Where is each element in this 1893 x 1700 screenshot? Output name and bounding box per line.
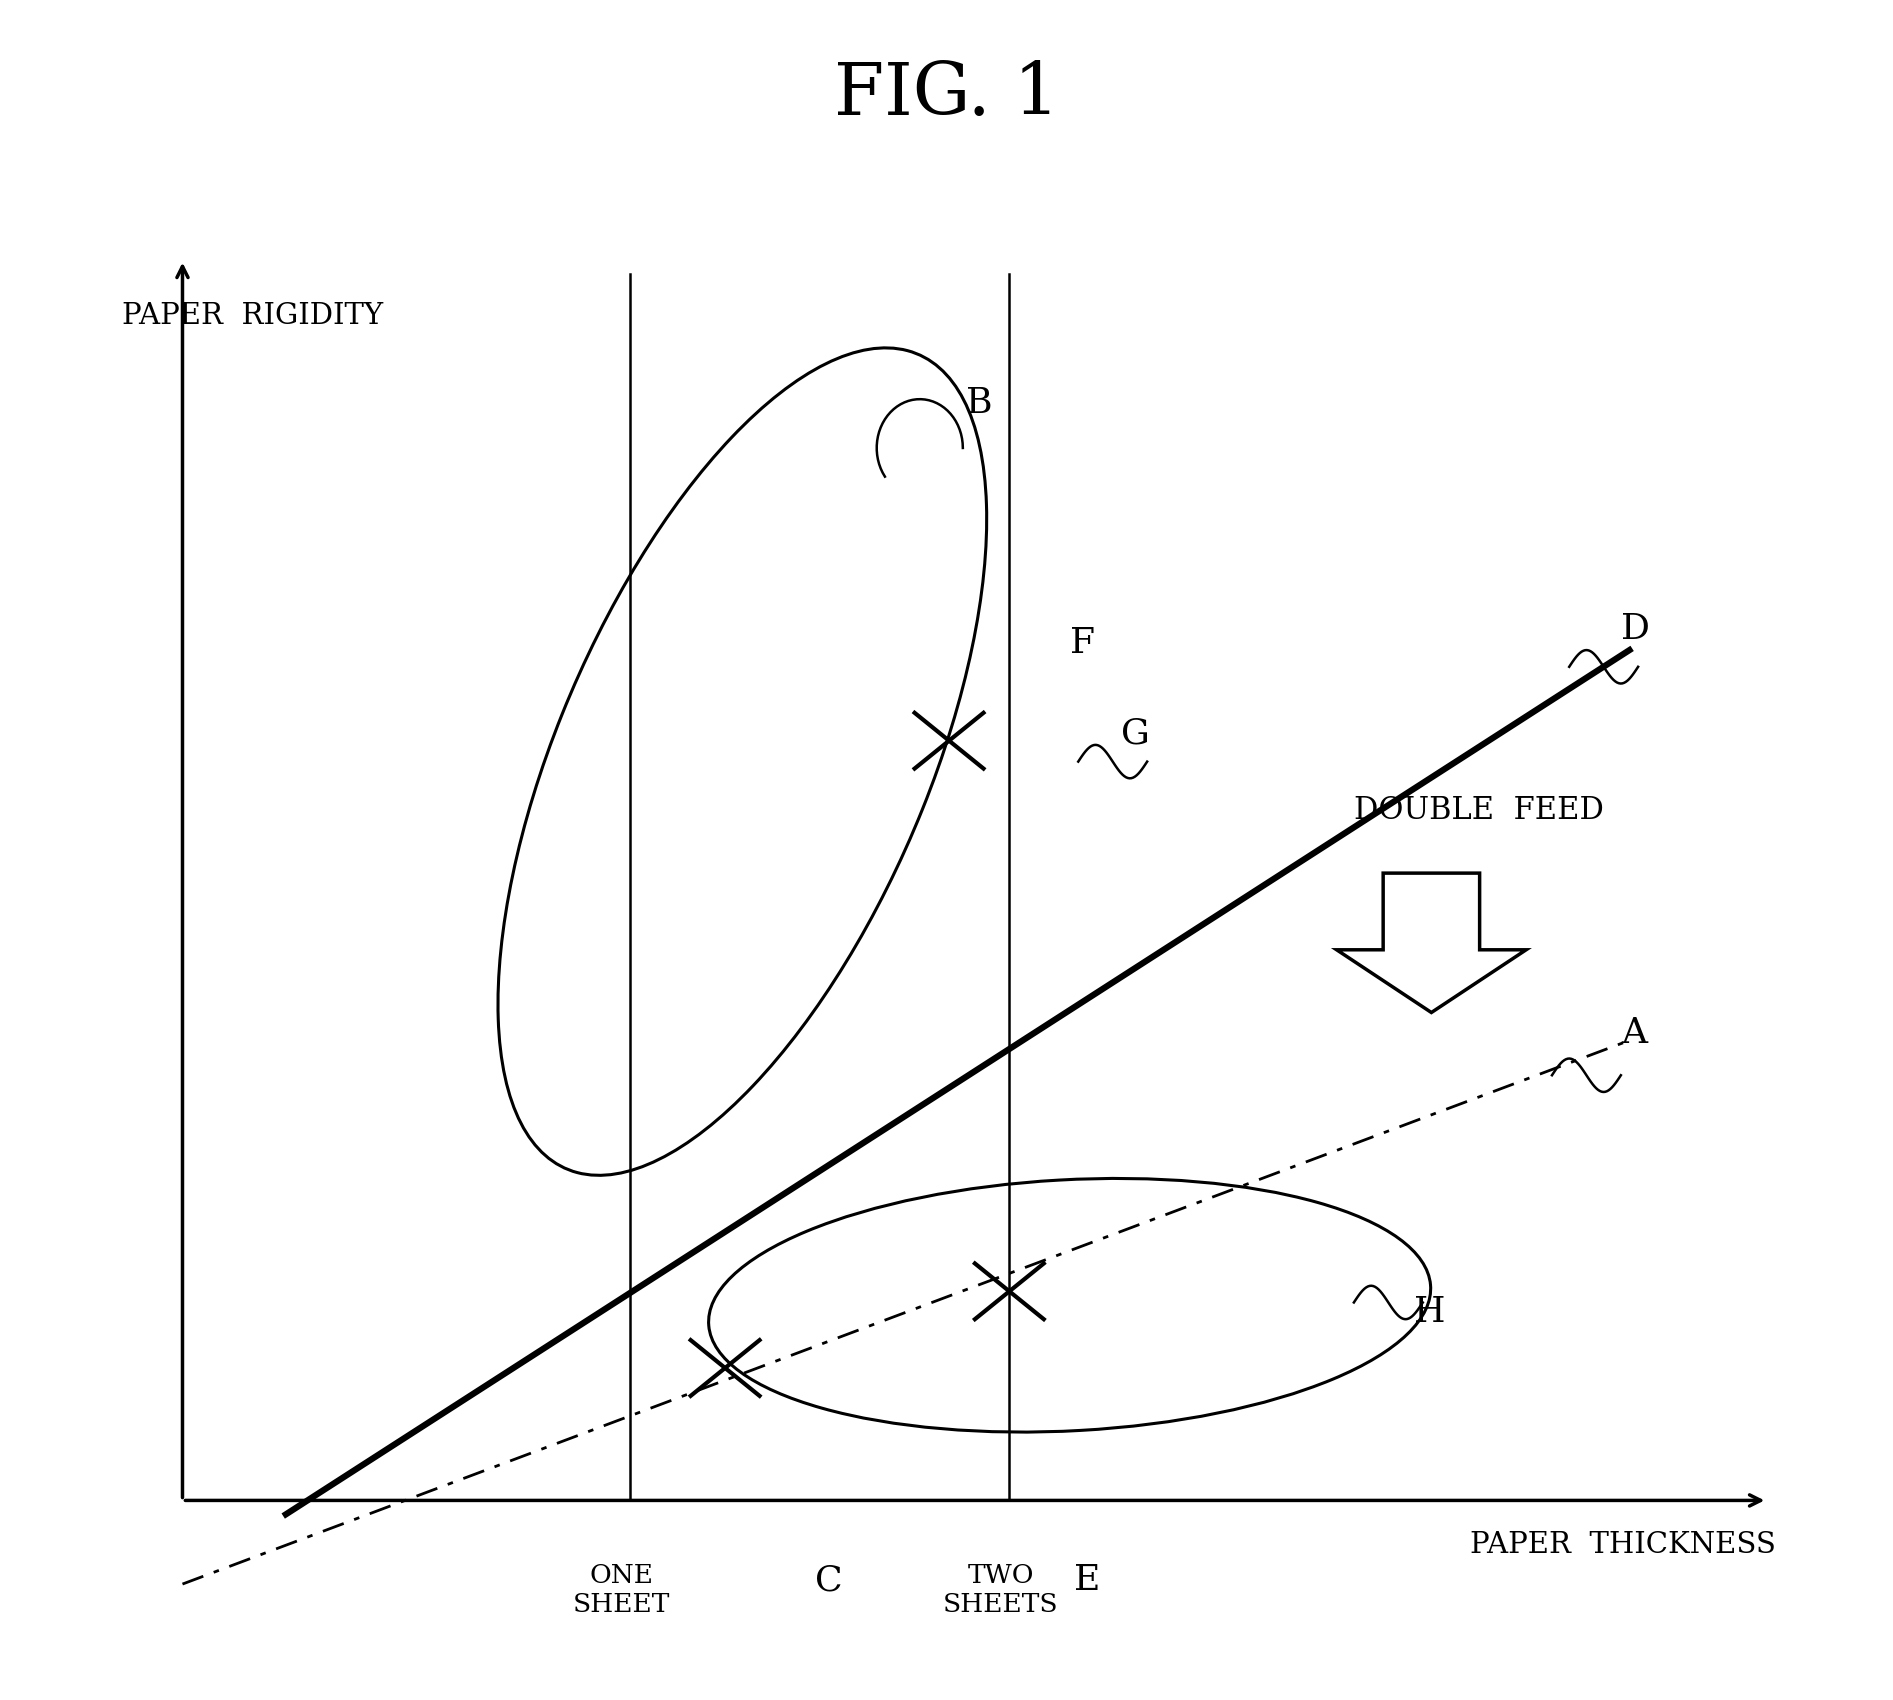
Text: C: C bbox=[814, 1564, 842, 1598]
Text: FIG. 1: FIG. 1 bbox=[833, 60, 1060, 129]
Text: G: G bbox=[1121, 717, 1151, 751]
Text: ONE
SHEET: ONE SHEET bbox=[574, 1564, 670, 1617]
Text: PAPER  THICKNESS: PAPER THICKNESS bbox=[1471, 1532, 1776, 1559]
Text: DOUBLE  FEED: DOUBLE FEED bbox=[1353, 796, 1603, 826]
Text: A: A bbox=[1620, 1017, 1647, 1051]
Text: B: B bbox=[965, 386, 994, 420]
Text: F: F bbox=[1070, 626, 1094, 660]
Polygon shape bbox=[1336, 874, 1526, 1013]
Text: E: E bbox=[1073, 1564, 1100, 1598]
Text: H: H bbox=[1414, 1295, 1446, 1329]
Text: TWO
SHEETS: TWO SHEETS bbox=[943, 1564, 1058, 1617]
Text: D: D bbox=[1620, 612, 1651, 646]
Text: PAPER  RIGIDITY: PAPER RIGIDITY bbox=[123, 301, 382, 330]
